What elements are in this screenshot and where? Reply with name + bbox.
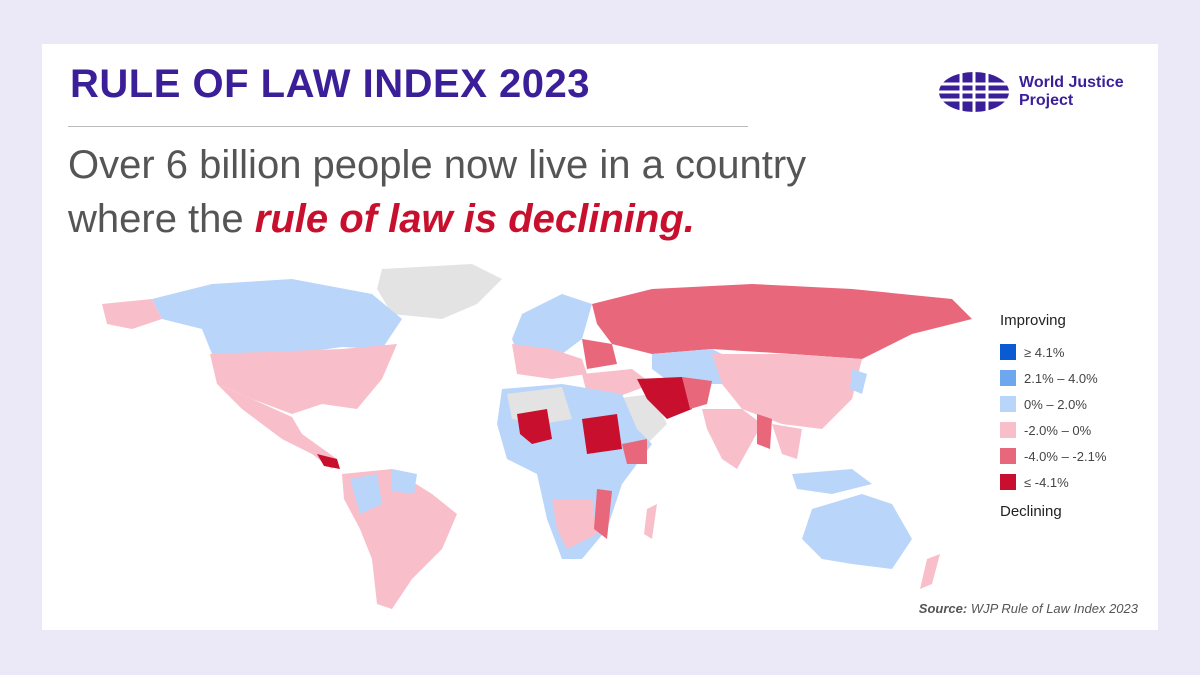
- logo-text: Project: [1019, 92, 1074, 109]
- legend-label: -4.0% – -2.1%: [1024, 448, 1107, 464]
- source-label: Source:: [918, 601, 968, 616]
- subtitle-lead: where the: [68, 197, 244, 241]
- legend-swatch: [1000, 422, 1016, 438]
- subtitle-highlight: rule of law is declining.: [254, 197, 695, 241]
- legend-swatch: [1000, 344, 1016, 360]
- source: Source: WJP Rule of Law Index 2023: [919, 601, 1138, 616]
- logo-globe: [939, 72, 1009, 112]
- logo: World Justice Project: [937, 70, 1124, 114]
- legend-swatch: [1000, 396, 1016, 412]
- legend-swatch: [1000, 370, 1016, 386]
- legend-label: 0% – 2.0%: [1024, 396, 1087, 412]
- legend-label: ≥ 4.1%: [1024, 344, 1065, 360]
- legend-item: -4.0% – -2.1%: [1000, 443, 1106, 469]
- legend-items: ≥ 4.1% 2.1% – 4.0% 0% – 2.0% -2.0% – 0% -4.0…: [1000, 339, 1106, 495]
- legend-label: -2.0% – 0%: [1024, 422, 1092, 438]
- legend-item: 0% – 2.0%: [1000, 391, 1106, 417]
- title: RULE OF LAW INDEX 2023: [70, 62, 590, 106]
- legend-label: ≤ -4.1%: [1024, 474, 1069, 490]
- subtitle-line: Over 6 billion people now live in a coun…: [68, 143, 807, 187]
- divider: [68, 126, 748, 127]
- source-text: WJP Rule of Law Index 2023: [970, 601, 1138, 616]
- legend-item: ≤ -4.1%: [1000, 469, 1106, 495]
- legend-swatch: [1000, 474, 1016, 490]
- legend-label: 2.1% – 4.0%: [1024, 370, 1098, 386]
- subtitle: Over 6 billion people now live in a coun…: [68, 138, 806, 246]
- legend-heading: Declining: [1000, 503, 1062, 520]
- legend-item: -2.0% – 0%: [1000, 417, 1106, 443]
- legend-swatch: [1000, 448, 1016, 464]
- legend-item: 2.1% – 4.0%: [1000, 365, 1106, 391]
- legend: Improving ≥ 4.1% 2.1% – 4.0% 0% – 2.0% -2.0…: [1000, 310, 1106, 530]
- logo-text: World Justice: [1019, 74, 1124, 91]
- legend-heading: Improving: [1000, 312, 1066, 329]
- world-map: [102, 264, 972, 609]
- legend-item: ≥ 4.1%: [1000, 339, 1106, 365]
- card: RULE OF LAW INDEX 2023 Over 6 billion pe…: [42, 44, 1158, 630]
